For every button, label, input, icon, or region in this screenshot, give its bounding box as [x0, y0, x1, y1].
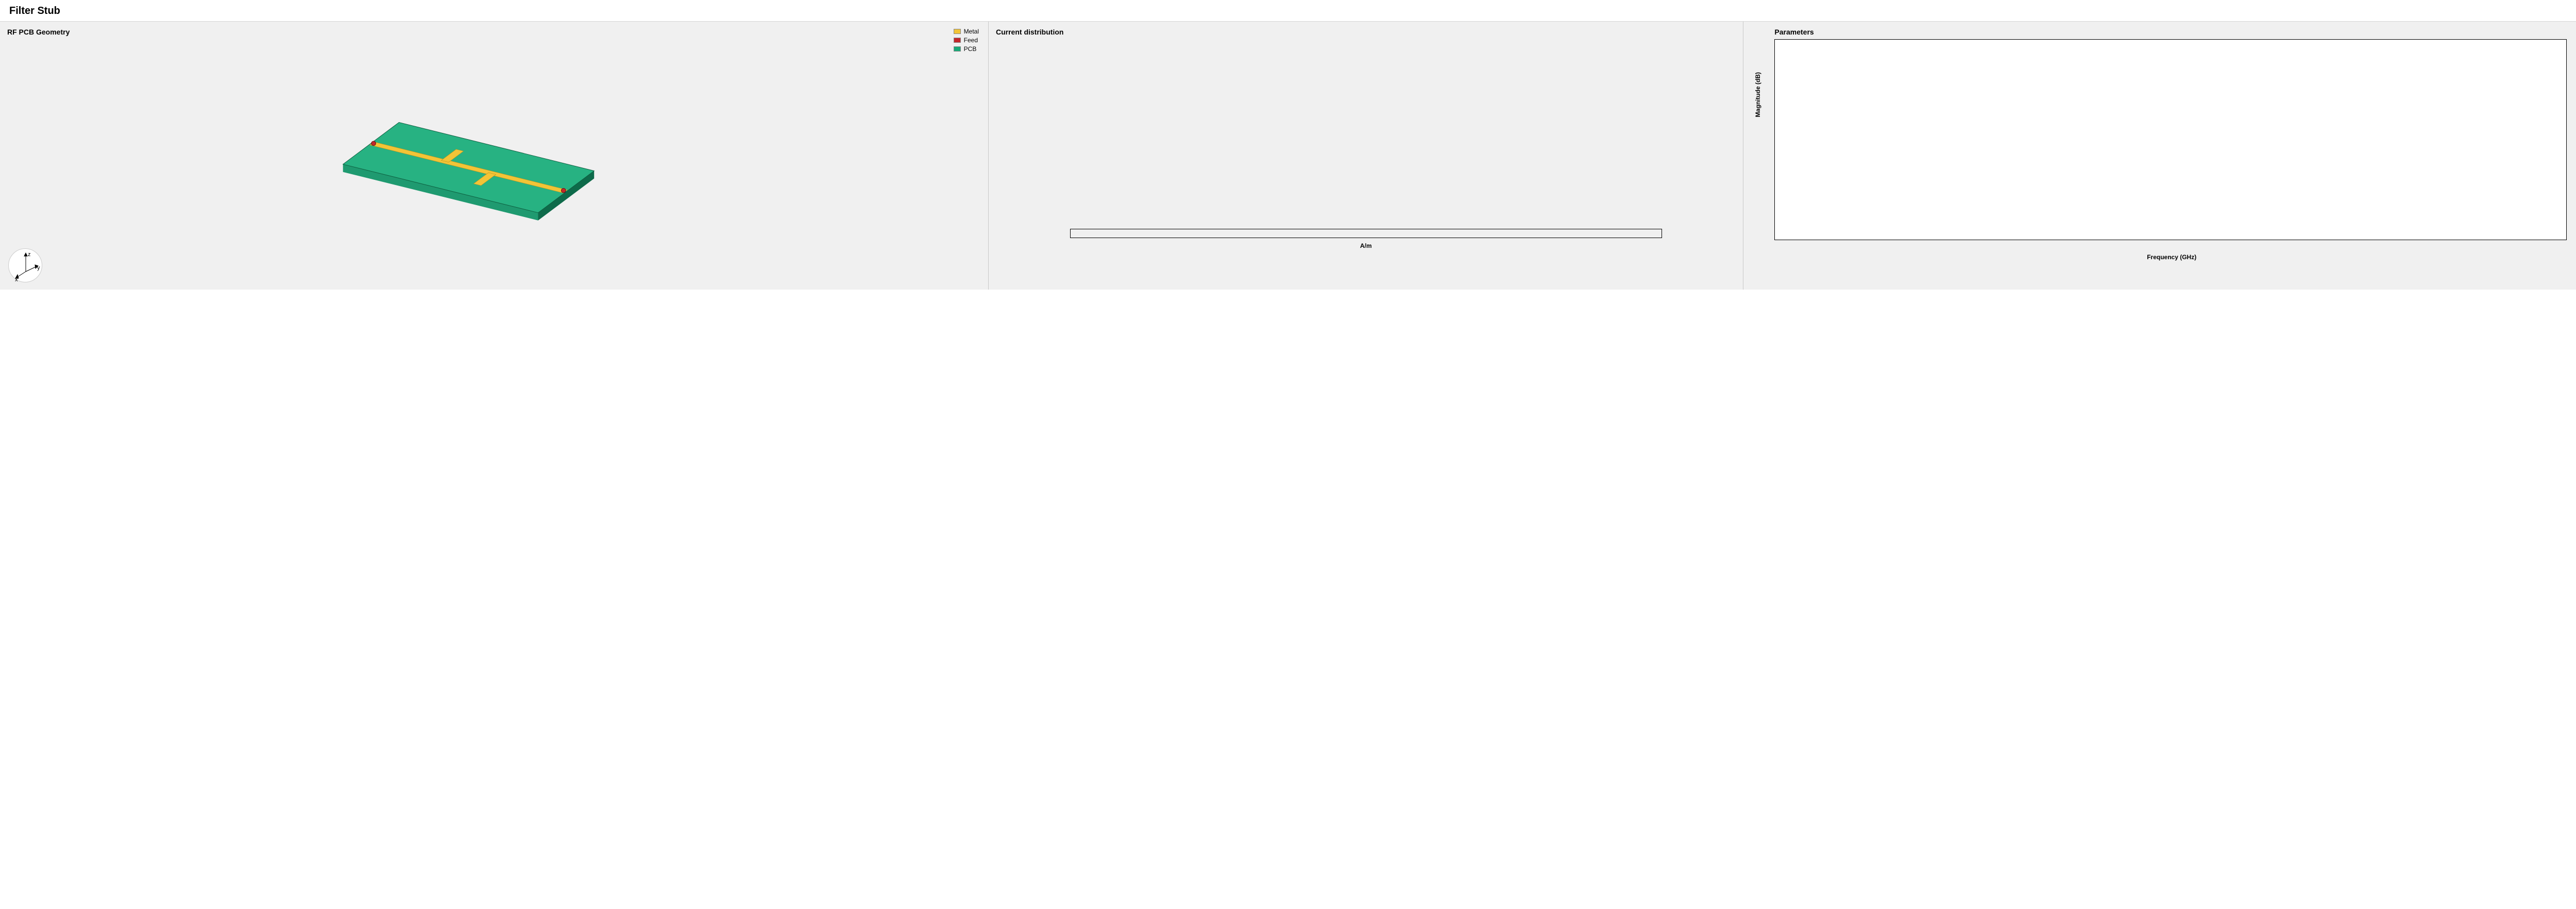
geometry-title: RF PCB Geometry — [7, 28, 981, 36]
geometry-panel: RF PCB Geometry Metal FeedPCB z y x — [0, 22, 989, 290]
pcb-diagram — [4, 44, 933, 271]
legend-item: Feed — [954, 37, 979, 44]
current-3d-plot — [996, 38, 1736, 224]
current-panel: Current distribution A/m — [989, 22, 1743, 290]
sparam-chart-svg — [1775, 40, 2566, 240]
sparam-xlabel: Frequency (GHz) — [1774, 254, 2569, 261]
svg-text:z: z — [28, 251, 31, 258]
svg-text:y: y — [37, 265, 40, 271]
svg-text:x: x — [15, 277, 18, 283]
current-title: Current distribution — [996, 28, 1736, 36]
geometry-legend: Metal FeedPCB — [954, 28, 979, 54]
sparam-title: Parameters — [1774, 28, 2569, 36]
sparam-chart: Magnitude (dB) — [1774, 39, 2567, 240]
panels-row: RF PCB Geometry Metal FeedPCB z y x Curre… — [0, 22, 2576, 290]
sparam-ylabel: Magnitude (dB) — [1754, 72, 1761, 117]
sparam-panel: Parameters Magnitude (dB) Frequency (GHz… — [1743, 22, 2576, 290]
legend-item: Metal — [954, 28, 979, 35]
colorbar: A/m — [1070, 229, 1662, 249]
page-title: Filter Stub — [0, 0, 2576, 22]
colorbar-label: A/m — [1070, 242, 1662, 249]
axis-gizmo: z y x — [8, 248, 42, 282]
colorbar-gradient — [1070, 229, 1662, 238]
legend-item: PCB — [954, 45, 979, 53]
